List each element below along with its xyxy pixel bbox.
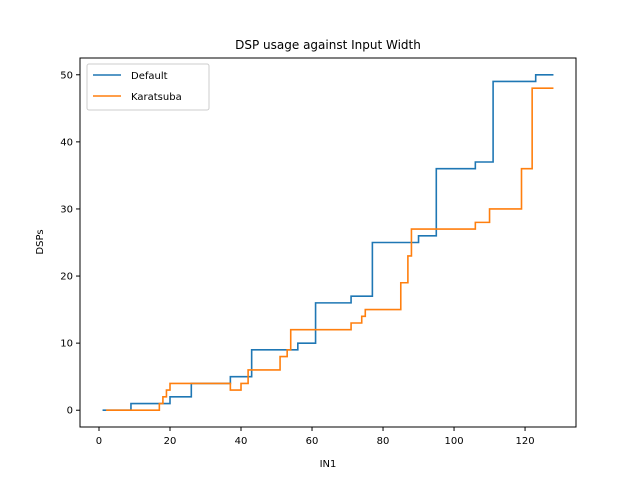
- y-tick-label: 10: [60, 339, 73, 350]
- plot-area: [79, 57, 577, 428]
- y-axis-label: DSPs: [35, 229, 46, 254]
- x-axis-ticks: 0 20 40 60 80 100 120: [96, 427, 535, 447]
- y-tick-label: 50: [60, 70, 73, 81]
- x-tick-label: 0: [96, 436, 102, 447]
- x-tick-label: 120: [516, 436, 535, 447]
- y-tick-label: 20: [60, 272, 73, 283]
- x-tick-label: 20: [164, 436, 177, 447]
- series-lines: [102, 73, 554, 412]
- y-axis-ticks: 0 10 20 30 40 50: [60, 70, 80, 417]
- legend: Default Karatsuba: [86, 63, 210, 111]
- y-tick-label: 40: [60, 137, 73, 148]
- x-tick-label: 100: [444, 436, 463, 447]
- x-axis-label: IN1: [320, 459, 337, 470]
- legend-label: Karatsuba: [131, 92, 182, 103]
- x-tick-label: 40: [235, 436, 248, 447]
- y-tick-label: 30: [60, 204, 73, 215]
- legend-label: Default: [131, 71, 168, 82]
- x-tick-label: 80: [377, 436, 390, 447]
- y-tick-label: 0: [67, 406, 73, 417]
- series-line-default: [102, 73, 554, 412]
- series-line-karatsuba: [106, 87, 554, 412]
- x-tick-label: 60: [306, 436, 319, 447]
- axes-frame: [79, 57, 577, 428]
- chart-title: DSP usage against Input Width: [235, 38, 421, 52]
